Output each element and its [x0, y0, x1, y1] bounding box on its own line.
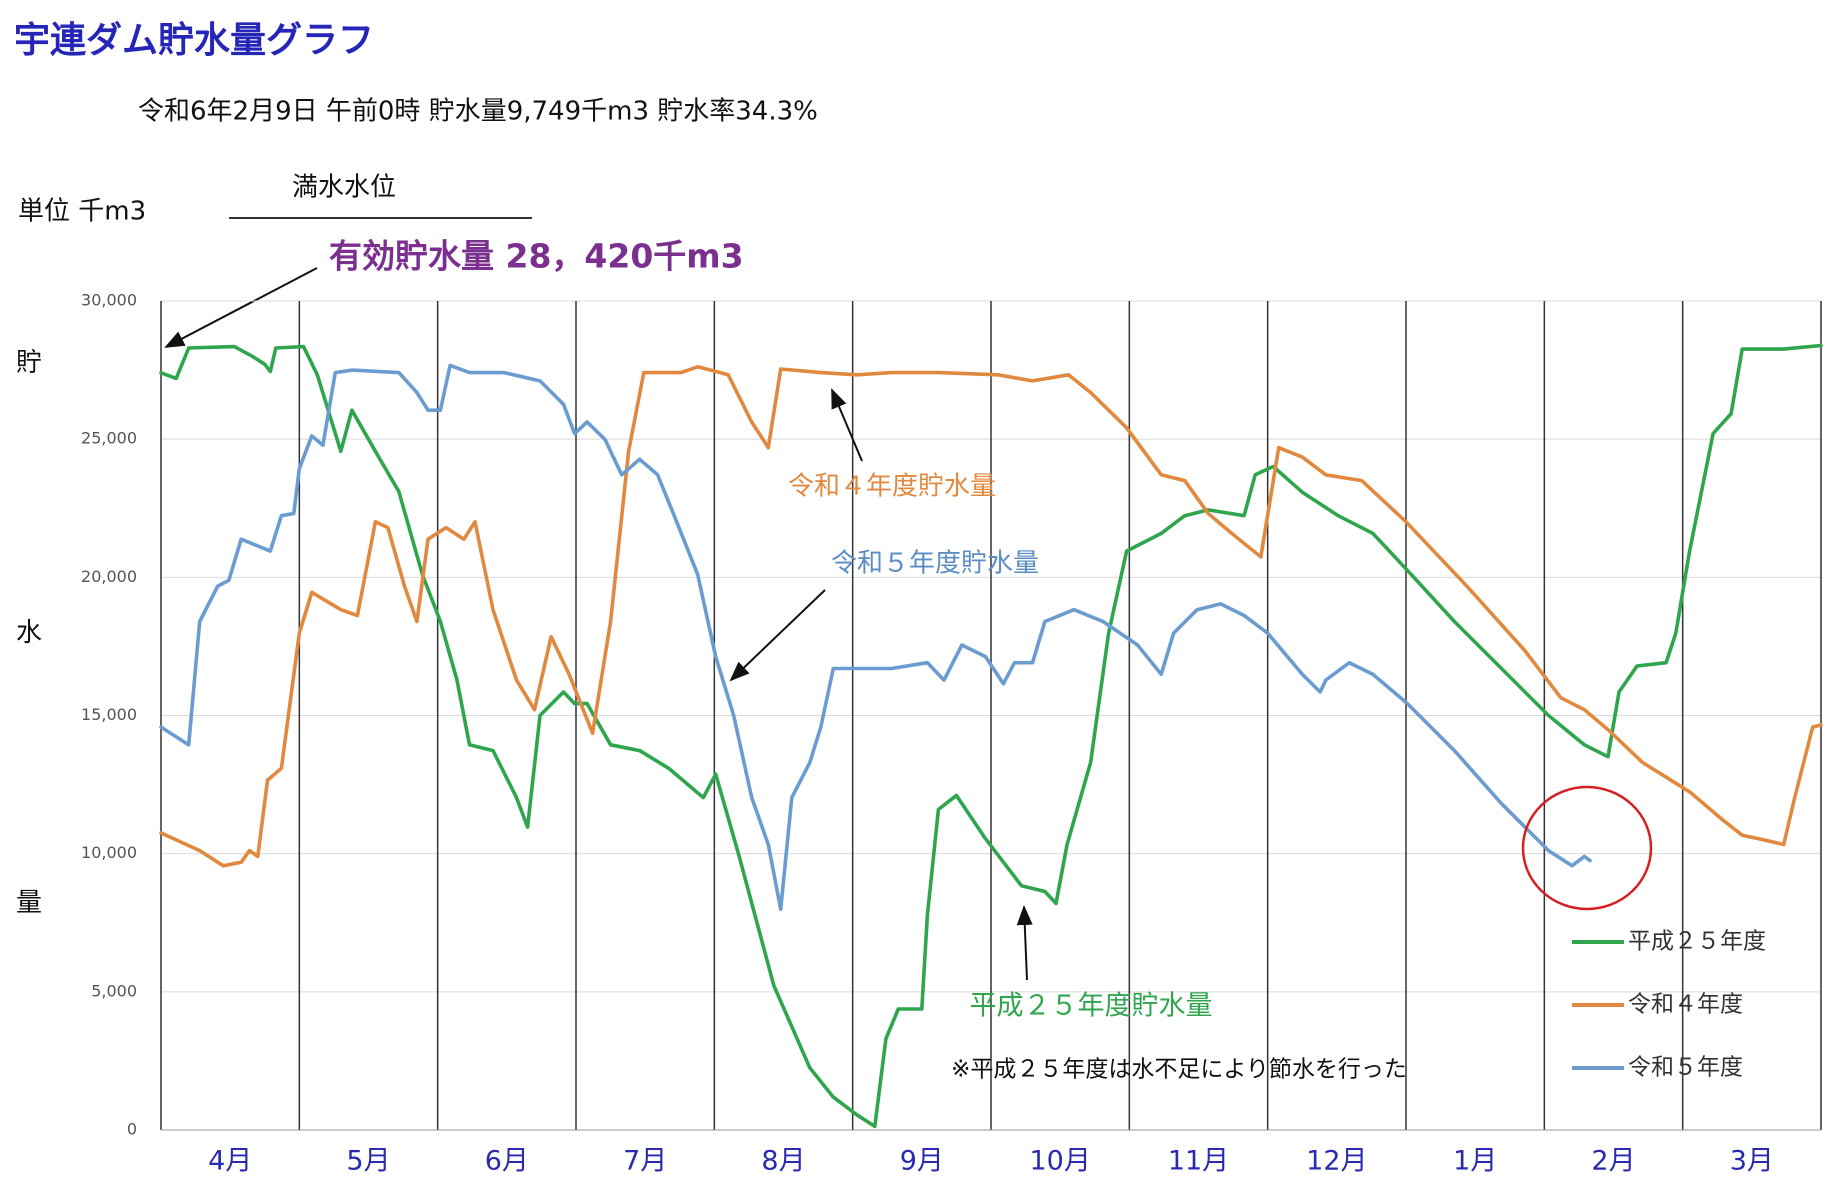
full-level-label: 満水水位: [292, 173, 396, 203]
arrow: [729, 589, 826, 682]
y-tick-label: 25,000: [81, 429, 137, 448]
y-tick-label: 0: [127, 1120, 137, 1139]
chart-title: 宇連ダム貯水量グラフ: [14, 20, 374, 61]
x-tick-label: 7月: [623, 1146, 667, 1177]
annotation: 令和５年度貯水量: [831, 549, 1039, 579]
x-tick-label: 1月: [1453, 1146, 1497, 1177]
annotation: 令和４年度貯水量: [788, 472, 996, 502]
capacity-label: 有効貯水量 28，420千m3: [329, 237, 744, 276]
y-axis-label: 貯水量: [12, 348, 42, 1158]
y-tick-label: 20,000: [81, 567, 137, 586]
x-tick-label: 2月: [1591, 1146, 1635, 1177]
series-line: [159, 365, 1823, 868]
x-tick-label: 12月: [1306, 1146, 1367, 1177]
annotation: 平成２５年度貯水量: [970, 991, 1213, 1022]
subtitle: 令和6年2月9日 午前0時 貯水量9,749千m3 貯水率34.3%: [138, 97, 818, 127]
x-tick-label: 3月: [1730, 1146, 1774, 1177]
series-line: [159, 363, 1592, 911]
legend-label: 令和４年度: [1628, 992, 1743, 1018]
unit-label: 単位 千m3: [18, 197, 146, 227]
note: ※平成２５年度は水不足により節水を行った: [951, 1057, 1407, 1083]
x-tick-label: 4月: [208, 1146, 252, 1177]
x-tick-label: 11月: [1168, 1146, 1229, 1177]
y-tick-label: 10,000: [81, 843, 137, 862]
x-tick-label: 8月: [761, 1146, 805, 1177]
x-tick-label: 6月: [485, 1146, 529, 1177]
series-line: [159, 343, 1823, 1129]
arrow: [831, 388, 863, 462]
highlight-circle: [1521, 785, 1653, 911]
arrow: [1016, 905, 1033, 981]
legend-label: 令和５年度: [1628, 1055, 1743, 1081]
arrow: [164, 267, 318, 348]
x-tick-label: 10月: [1029, 1146, 1090, 1177]
x-tick-label: 5月: [346, 1146, 390, 1177]
legend-label: 平成２５年度: [1628, 929, 1766, 955]
y-tick-label: 5,000: [91, 981, 137, 1000]
y-tick-label: 15,000: [81, 705, 137, 724]
x-tick-label: 9月: [900, 1146, 944, 1177]
y-tick-label: 30,000: [81, 291, 137, 310]
